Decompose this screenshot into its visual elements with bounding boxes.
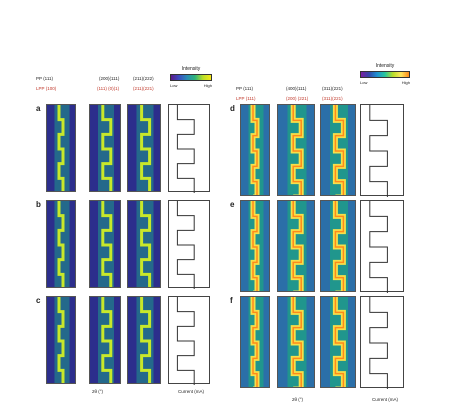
- left-x-axis-label: 2θ (°): [92, 389, 104, 394]
- header-right-col3-top: (311)(221): [322, 86, 343, 91]
- current-trace-d: [360, 104, 404, 197]
- heatmap-e-col1: [240, 200, 270, 292]
- colorbar-left-title: Intensity: [181, 66, 201, 72]
- heatmap-e-col3: [320, 200, 356, 292]
- header-right-col1-top: PP (111): [236, 86, 254, 91]
- heatmap-c-col2: [89, 296, 121, 384]
- header-left-col1-bottom: LPP (100): [36, 86, 57, 91]
- colorbar-right-gradient: [360, 71, 410, 78]
- heatmap-d-col1: [240, 104, 270, 196]
- heatmap-b-col3: [127, 200, 161, 288]
- heatmap-a-col3: [127, 104, 161, 192]
- current-trace-f: [360, 296, 404, 389]
- header-left-col3-top: (211)(222): [133, 76, 154, 81]
- panel-label-e: e: [230, 200, 235, 209]
- colorbar-left-low: Low: [170, 83, 178, 88]
- heatmap-f-col3: [320, 296, 356, 388]
- right-x-axis-label: 2θ (°): [292, 397, 304, 402]
- heatmap-f-col2: [277, 296, 315, 388]
- panel-label-c: c: [36, 296, 41, 305]
- colorbar-left-high: High: [203, 83, 212, 88]
- heatmap-c-col1: [46, 296, 76, 384]
- current-trace-e: [360, 200, 404, 293]
- heatmap-a-col2: [89, 104, 121, 192]
- panel-label-a: a: [36, 104, 41, 113]
- header-left-col1-top: PP (111): [36, 76, 54, 81]
- current-trace-b: [168, 200, 210, 289]
- header-right-col1-bottom: LPP (111): [236, 96, 256, 101]
- header-left-col3-bottom: (211)(221): [133, 86, 154, 91]
- panel-label-f: f: [230, 296, 233, 305]
- heatmap-f-col1: [240, 296, 270, 388]
- heatmap-a-col1: [46, 104, 76, 192]
- heatmap-d-col2: [277, 104, 315, 196]
- heatmap-c-col3: [127, 296, 161, 384]
- colorbar-right-high: High: [401, 80, 410, 85]
- colorbar-left: Intensity Low High: [170, 66, 212, 94]
- heatmap-e-col2: [277, 200, 315, 292]
- colorbar-right-low: Low: [360, 80, 368, 85]
- colorbar-left-gradient: [170, 74, 212, 81]
- left-current-axis-label: Current (mA): [178, 389, 205, 394]
- colorbar-right-title: Intensity: [375, 63, 395, 69]
- header-right-col2-bottom: (200) (221): [286, 96, 309, 101]
- header-right-col2-top: (400)(111): [286, 86, 307, 91]
- heatmap-d-col3: [320, 104, 356, 196]
- right-current-axis-label: Current (mA): [372, 397, 399, 402]
- current-trace-a: [168, 104, 210, 193]
- header-left-col2-bottom: (111) (0)(1): [97, 86, 120, 91]
- panel-label-b: b: [36, 200, 41, 209]
- heatmap-b-col2: [89, 200, 121, 288]
- panel-label-d: d: [230, 104, 235, 113]
- colorbar-right: Intensity Low High: [360, 63, 410, 91]
- header-left-col2-top: (200)(111): [99, 76, 120, 81]
- header-right-col3-bottom: (311)(221): [322, 96, 343, 101]
- heatmap-b-col1: [46, 200, 76, 288]
- current-trace-c: [168, 296, 210, 385]
